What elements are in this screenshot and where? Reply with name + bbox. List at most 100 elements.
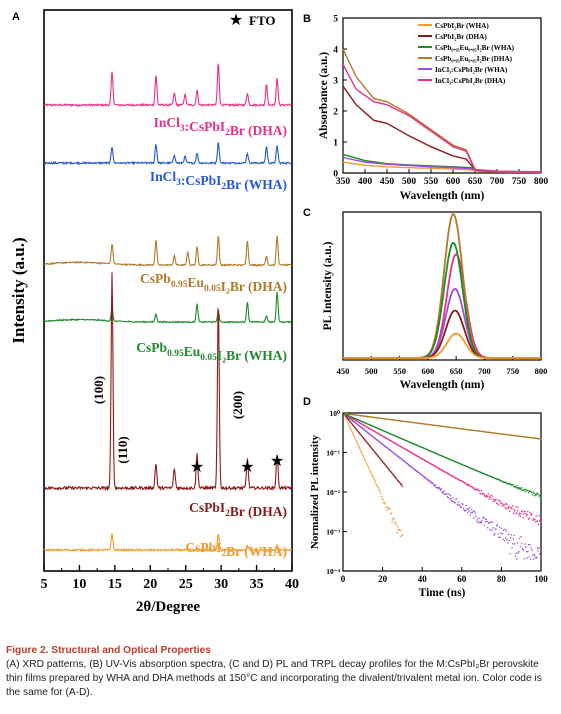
panel-d-point: [417, 422, 419, 424]
panel-d-point: [495, 498, 497, 501]
panel-d-point: [391, 440, 393, 443]
panel-d-point: [536, 437, 539, 440]
panel-d-point: [401, 535, 404, 537]
panel-d-point: [380, 429, 382, 431]
panel-d-point: [516, 435, 519, 437]
panel-d-point: [468, 466, 470, 469]
panel-d-point: [485, 496, 487, 498]
panel-d-point: [532, 437, 534, 439]
panel-d-point: [420, 457, 422, 459]
panel-d-point: [418, 472, 420, 474]
panel-d-point: [489, 497, 492, 499]
panel-d-point: [353, 421, 355, 423]
label-part: CsPb: [136, 340, 167, 355]
panel-d-point: [400, 420, 402, 422]
panel-d-point: [457, 427, 460, 430]
panel-d-point: [457, 478, 460, 481]
panel-d-point: [388, 469, 390, 471]
panel-d-point: [489, 521, 492, 523]
panel-a-legend-star: ★: [229, 10, 243, 29]
panel-d-point: [392, 441, 395, 443]
panel-d-point: [469, 429, 471, 431]
label-part: Br (WHA): [226, 177, 287, 192]
panel-a-tick-label: 20: [143, 577, 157, 592]
panel-d-point: [415, 454, 417, 456]
panel-d-point: [517, 435, 519, 437]
panel-c-tick-label: 750: [506, 366, 519, 376]
panel-d-point: [361, 436, 363, 438]
panel-d-point: [388, 439, 390, 441]
panel-d-point: [374, 452, 377, 454]
panel-d-point: [363, 429, 365, 431]
panel-d-point: [512, 512, 514, 514]
panel-d-point: [479, 492, 481, 495]
panel-d-point: [392, 419, 395, 421]
panel-d-point: [460, 480, 462, 482]
panel-d-point: [384, 436, 386, 439]
panel-d-point: [422, 423, 424, 425]
panel-d-point: [482, 472, 484, 474]
panel-d-point: [345, 415, 347, 417]
panel-d-point: [461, 463, 463, 466]
panel-d-point: [501, 533, 503, 535]
panel-d-point: [390, 450, 392, 452]
panel-d-point: [478, 490, 480, 492]
panel-d-point: [490, 494, 492, 496]
panel-d-point: [419, 446, 422, 448]
panel-d-point: [518, 488, 521, 490]
panel-d-point: [503, 539, 505, 542]
panel-d-point: [500, 527, 503, 529]
panel-b-legend-label: CsPbI₂Br (WHA): [435, 22, 489, 30]
panel-d-point: [491, 476, 494, 478]
panel-d-point: [534, 437, 536, 439]
panel-d-point: [525, 489, 528, 491]
panel-d-point: [402, 438, 404, 440]
panel-d-point: [405, 462, 407, 464]
label-part: 0.05: [200, 353, 217, 363]
panel-d-point: [358, 414, 361, 417]
panel-d-point: [349, 417, 351, 420]
panel-a-annotation-100: (100): [91, 376, 106, 404]
panel-d-point: [469, 467, 471, 469]
panel-d-point: [519, 487, 521, 489]
panel-d-point: [365, 440, 367, 442]
panel-d-point: [473, 468, 475, 471]
panel-d-point: [358, 421, 360, 423]
panel-d-point: [360, 435, 363, 437]
panel-d-point: [372, 429, 374, 431]
panel-b-tick-label: 5: [333, 15, 338, 25]
panel-d-point: [464, 482, 467, 484]
panel-d-points: [343, 412, 542, 560]
panel-d-point: [476, 430, 478, 432]
label-part: 0.95: [167, 349, 184, 359]
panel-d-point: [516, 487, 519, 489]
panel-d-point: [485, 518, 487, 520]
panel-d-point: [470, 512, 472, 514]
panel-d-point: [509, 507, 512, 509]
panel-d-point: [375, 417, 377, 419]
panel-d-point: [386, 447, 388, 449]
panel-d-point: [390, 419, 392, 421]
panel-d-point: [464, 465, 467, 467]
panel-d-point: [410, 442, 412, 444]
panel-d-point: [424, 476, 426, 478]
panel-d-point: [489, 475, 492, 477]
panel-b-legend-label: CsPb₀.₉₅Eu₀.₀₅I₂Br (WHA): [435, 44, 515, 52]
panel-d-point: [412, 421, 414, 424]
panel-d-point: [375, 483, 377, 485]
panel-d-point: [443, 456, 445, 458]
panel-d-point: [469, 467, 471, 469]
panel-d-point: [349, 421, 352, 423]
panel-d-point: [416, 422, 418, 424]
panel-d-point: [499, 479, 501, 481]
panel-d-point: [367, 416, 370, 418]
panel-d-point: [346, 420, 348, 422]
panel-d-point: [494, 477, 496, 479]
panel-d-point: [408, 421, 410, 423]
panel-b-legend-label: InCl₃:CsPbI₂Br (DHA): [435, 77, 506, 85]
panel-d-point: [439, 488, 441, 490]
panel-d-point: [496, 478, 498, 480]
panel-d-point: [519, 545, 521, 548]
panel-d-point: [474, 512, 476, 514]
panel-d-point: [394, 419, 397, 421]
